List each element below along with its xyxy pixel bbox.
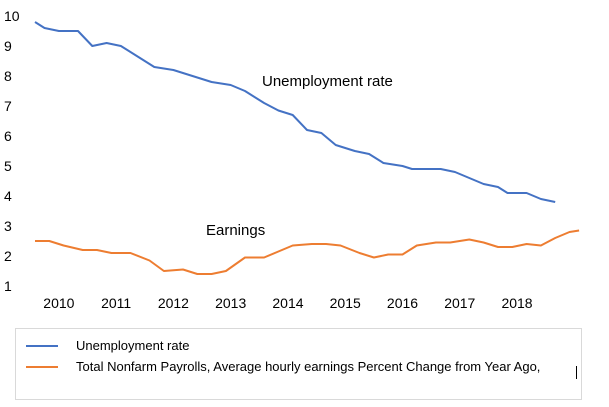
series-lines — [34, 21, 580, 275]
y-tick-label: 3 — [4, 218, 12, 234]
series-line-unemployment — [34, 21, 556, 203]
annotation-unemployment: Unemployment rate — [262, 73, 393, 90]
y-tick-label: 5 — [4, 158, 12, 174]
x-tick-label: 2010 — [43, 295, 74, 311]
x-tick-label: 2015 — [330, 295, 361, 311]
y-tick-label: 7 — [4, 98, 12, 114]
legend-label-earnings: Total Nonfarm Payrolls, Average hourly e… — [76, 359, 541, 374]
x-tick-label: 2013 — [215, 295, 246, 311]
y-axis-ticks: 1 2 3 4 5 6 7 8 9 10 — [4, 8, 20, 294]
series-annotations: Unemployment rate Earnings — [206, 73, 393, 239]
annotation-earnings: Earnings — [206, 222, 265, 239]
legend-label-unemployment: Unemployment rate — [76, 338, 190, 353]
x-tick-label: 2014 — [272, 295, 303, 311]
legend-item-unemployment: Unemployment rate — [26, 338, 189, 353]
y-tick-label: 9 — [4, 38, 12, 54]
y-tick-label: 2 — [4, 248, 12, 264]
y-tick-label: 8 — [4, 68, 12, 84]
x-tick-label: 2018 — [501, 295, 532, 311]
chart-legend: Unemployment rate Total Nonfarm Payrolls… — [15, 328, 582, 400]
x-tick-label: 2017 — [444, 295, 475, 311]
x-axis-ticks: 2010 2011 2012 2013 2014 2015 2016 2017 2018 — [43, 295, 533, 311]
y-tick-label: 10 — [4, 8, 20, 24]
legend-swatch-earnings — [26, 365, 58, 368]
text-cursor — [576, 366, 577, 379]
y-tick-label: 1 — [4, 278, 12, 294]
x-tick-label: 2011 — [101, 295, 131, 311]
line-chart: 1 2 3 4 5 6 7 8 9 10 2010 2011 2012 2013 2014 2015 2016… — [4, 8, 580, 311]
series-line-earnings — [35, 229, 580, 275]
legend-swatch-unemployment — [26, 344, 58, 347]
y-tick-label: 6 — [4, 128, 12, 144]
y-tick-label: 4 — [4, 188, 12, 204]
x-tick-label: 2016 — [387, 295, 418, 311]
legend-item-earnings: Total Nonfarm Payrolls, Average hourly e… — [26, 359, 540, 374]
x-tick-label: 2012 — [158, 295, 189, 311]
